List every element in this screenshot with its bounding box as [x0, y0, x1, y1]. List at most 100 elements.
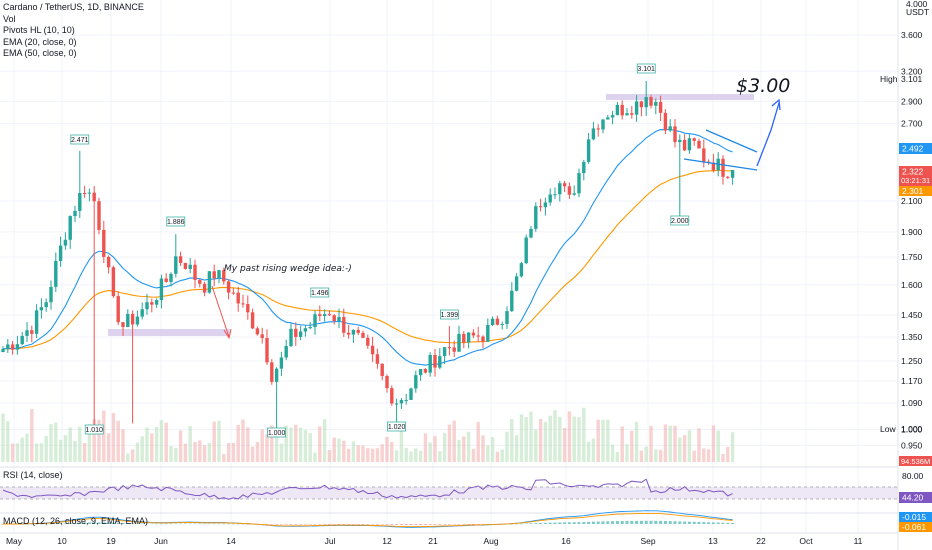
candle-body	[673, 126, 677, 143]
legend-rsi[interactable]: RSI (14, close)	[3, 470, 63, 480]
volume-bar	[606, 419, 610, 462]
wedge-note-annotation: My past rising wedge idea:-)	[224, 264, 352, 274]
candle-body	[596, 128, 600, 130]
macd-hist-bar	[471, 524, 475, 525]
macd-hist-bar	[83, 522, 87, 524]
volume-bar	[586, 441, 591, 462]
candle-body	[510, 290, 514, 312]
legend-pivots[interactable]: Pivots HL (10, 10)	[3, 25, 75, 35]
macd-hist-bar	[265, 524, 269, 525]
time-tick-label: Jun	[154, 536, 168, 546]
macd-hist-bar	[102, 522, 106, 524]
macd-hist-bar	[481, 524, 485, 525]
macd-hist-bar	[371, 524, 375, 525]
candle-body	[663, 112, 668, 131]
volume-bar	[250, 446, 255, 462]
volume-bar	[73, 440, 77, 462]
volume-bar	[380, 444, 384, 462]
volume-bar	[442, 432, 447, 462]
macd-hist-bar	[467, 524, 471, 525]
macd-hist-bar	[207, 523, 211, 525]
macd-hist-bar	[577, 522, 581, 524]
macd-hist-bar	[539, 522, 543, 524]
candle-body	[116, 296, 120, 323]
legend-ema20[interactable]: EMA (20, close, 0)	[3, 36, 77, 47]
volume-bar	[207, 443, 212, 462]
pivot-box	[440, 309, 459, 320]
price-tick-label: 1.090	[901, 398, 923, 408]
pivot-label-low: 1.020	[388, 424, 406, 431]
candle-body	[10, 344, 15, 350]
candle-body	[270, 362, 274, 382]
low-label: Low	[880, 424, 896, 434]
volume-bar	[140, 436, 144, 462]
volume-bar	[510, 419, 514, 462]
candle-body	[68, 216, 72, 240]
pivot-box	[310, 287, 330, 298]
candle-body	[543, 202, 548, 208]
volume-bar	[260, 429, 264, 462]
macd-panel	[0, 510, 898, 528]
macd-hist-bar	[380, 524, 384, 525]
wedge-bottom-line	[683, 158, 758, 171]
volume-bar	[82, 442, 87, 462]
macd-hist-bar	[721, 522, 725, 524]
candle-body	[601, 119, 605, 130]
volume-bar	[409, 451, 413, 462]
macd-hist-bar	[135, 523, 139, 524]
volume-bar	[121, 429, 125, 462]
macd-hist-bar	[606, 521, 610, 524]
macd-hist-bar	[183, 523, 187, 525]
macd-hist-bar	[179, 523, 183, 525]
volume-bar	[226, 442, 231, 462]
ema50-line	[2, 169, 733, 350]
macd-hist-bar	[356, 524, 360, 525]
time-axis[interactable]: May 10 19 Jun 14 Jul 12 21 Aug 16 Sep 13 22 Oct 11	[6, 536, 863, 546]
volume-bar	[634, 421, 639, 462]
macd-hist-bar	[519, 523, 523, 525]
volume-bar	[615, 451, 620, 462]
volume-bar	[1, 413, 5, 462]
volume-bar	[222, 453, 226, 462]
pivot-box	[670, 215, 690, 226]
candle-body	[1, 348, 5, 353]
price-tick-label: 0.950	[901, 440, 923, 450]
rsi-value: 44.20	[902, 493, 924, 503]
candle-body	[174, 256, 178, 274]
candle-body	[207, 271, 212, 293]
volume-bar	[654, 449, 658, 462]
legend-symbol[interactable]: Cardano / TetherUS, 1D, BINANCE	[3, 2, 144, 12]
macd-hist-bar	[63, 523, 67, 524]
macd-hist-bar	[683, 521, 687, 524]
legend-vol[interactable]: Vol	[3, 13, 16, 24]
volume-bar	[466, 431, 471, 462]
volume-bar	[572, 416, 576, 462]
ema50-badge: 2.301	[899, 186, 932, 196]
candle-body	[438, 356, 442, 368]
candle-body	[255, 328, 260, 335]
price-axis[interactable]: 3.600 3.200 2.900 2.700 2.100 1.900 1.750 1.600…	[901, 0, 929, 450]
volume-bar	[716, 430, 720, 462]
macd-hist-bar	[423, 524, 427, 525]
candle-body	[284, 346, 288, 358]
volume-bar	[58, 439, 63, 462]
macd-hist-bar	[524, 523, 528, 525]
macd-hist-bar	[145, 523, 149, 525]
price-tick-label: 1.170	[901, 376, 923, 386]
price-tick-label: 2.900	[901, 97, 923, 107]
pivot-box	[387, 421, 406, 432]
pivot-box	[70, 134, 90, 145]
volume-bar	[308, 433, 312, 462]
candle-body	[97, 201, 101, 230]
volume-bar	[462, 436, 466, 462]
macd-hist-bar	[270, 524, 274, 525]
volume-bar	[361, 445, 365, 462]
volume-bar	[178, 430, 183, 462]
macd-hist-bar	[515, 523, 519, 525]
macd-lines	[3, 510, 733, 528]
legend-macd[interactable]: MACD (12, 26, close, 9, EMA, EMA)	[3, 516, 149, 526]
legend-ema50[interactable]: EMA (50, close, 0)	[3, 48, 77, 58]
macd-hist-bar	[611, 521, 615, 524]
macd-hist-bar	[111, 522, 115, 524]
